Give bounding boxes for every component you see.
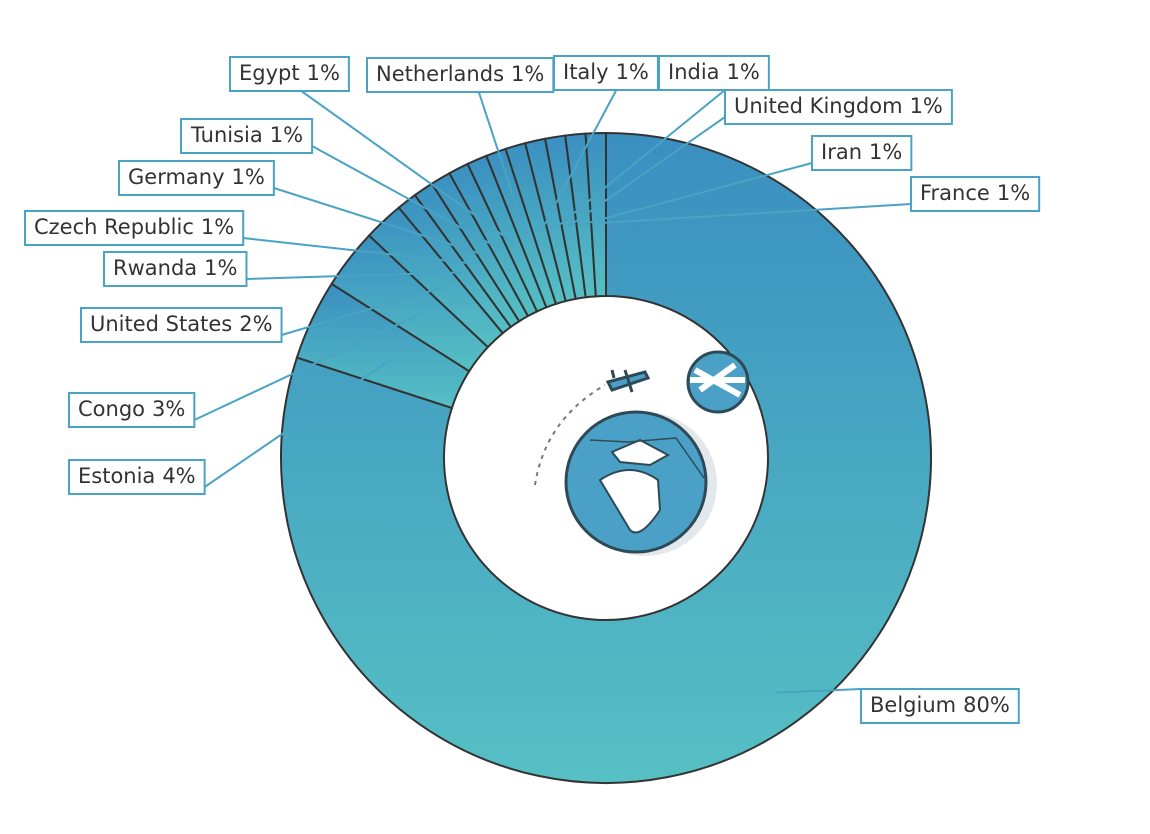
value-label: 1% <box>307 61 340 85</box>
category-name: Rwanda <box>113 256 197 280</box>
center-illustration <box>534 350 750 556</box>
label: Belgium 80% <box>860 688 1020 724</box>
label: France 1% <box>910 176 1041 212</box>
category-name: Italy <box>563 60 609 84</box>
value-label: 1% <box>232 165 265 189</box>
category-name: Germany <box>128 165 225 189</box>
route <box>589 437 705 479</box>
leader-line <box>311 145 500 250</box>
leader-line <box>243 237 475 265</box>
value-label: 1% <box>204 256 237 280</box>
category-name: Czech Republic <box>34 215 194 239</box>
label-box <box>229 56 350 92</box>
leader-line <box>554 89 726 230</box>
label-box <box>103 251 248 287</box>
value-label: 80% <box>963 693 1010 717</box>
category-name: Belgium <box>870 693 956 717</box>
plane <box>605 369 651 393</box>
label: Estonia 4% <box>68 459 206 495</box>
leader-line <box>598 203 912 225</box>
value-label: 1% <box>270 123 303 147</box>
small-globe-stripes <box>690 362 745 398</box>
value-label: 1% <box>616 60 649 84</box>
label-text: United Kingdom 1% <box>734 94 943 118</box>
leader-line <box>300 90 514 244</box>
leader-line <box>246 271 462 280</box>
label-box <box>180 118 314 154</box>
label-text: India 1% <box>668 60 760 84</box>
label-text: Estonia 4% <box>78 464 196 488</box>
value-label: 1% <box>910 94 943 118</box>
value-label: 1% <box>201 215 234 239</box>
category-name: Estonia <box>78 464 155 488</box>
continent <box>598 469 662 534</box>
label-text: Tunisia 1% <box>190 123 303 147</box>
label-text: Iran 1% <box>821 140 902 164</box>
label-box <box>553 55 659 91</box>
category-name: Egypt <box>239 61 300 85</box>
label-box <box>80 307 283 343</box>
label-box <box>658 55 770 91</box>
label: Netherlands 1% <box>366 57 555 93</box>
flight-path <box>534 384 606 486</box>
category-name: United States <box>90 312 232 336</box>
leader-line <box>776 688 862 694</box>
label: India 1% <box>658 55 770 91</box>
category-name: India <box>668 60 720 84</box>
leader-line <box>568 116 726 227</box>
label-text: Belgium 80% <box>870 693 1010 717</box>
label-box <box>860 688 1020 724</box>
leader-line <box>477 91 528 238</box>
value-label: 1% <box>727 60 760 84</box>
label-box <box>68 392 196 428</box>
label: United States 2% <box>80 307 283 343</box>
label: Rwanda 1% <box>103 251 248 287</box>
category-name: United Kingdom <box>734 94 903 118</box>
label: United Kingdom 1% <box>724 89 953 125</box>
label: Czech Republic 1% <box>24 210 245 246</box>
value-label: 4% <box>162 464 195 488</box>
label-text: Netherlands 1% <box>376 62 544 86</box>
value-label: 3% <box>152 397 185 421</box>
leader-line <box>281 285 446 336</box>
label-box <box>118 160 275 196</box>
category-name: France <box>920 181 990 205</box>
label-box <box>724 89 953 125</box>
label-text: France 1% <box>920 181 1030 205</box>
label-box <box>811 135 913 171</box>
label: Tunisia 1% <box>180 118 314 154</box>
leader-line <box>583 162 813 226</box>
value-label: 1% <box>511 62 544 86</box>
category-name: Congo <box>78 397 145 421</box>
category-name: Iran <box>821 140 862 164</box>
label-text: Czech Republic 1% <box>34 215 234 239</box>
label-text: Congo 3% <box>78 397 185 421</box>
label: Congo 3% <box>68 392 196 428</box>
leader-line <box>273 187 487 257</box>
label-box <box>24 210 245 246</box>
value-label: 1% <box>869 140 902 164</box>
labels: Belgium 80% Estonia 4% Congo 3% United States 2… <box>24 55 1041 724</box>
slice <box>280 131 932 784</box>
leader-line <box>204 357 394 488</box>
label: Iran 1% <box>811 135 913 171</box>
category-name: Netherlands <box>376 62 504 86</box>
label-text: United States 2% <box>90 312 273 336</box>
label: Italy 1% <box>553 55 659 91</box>
label-box <box>68 459 206 495</box>
label: Egypt 1% <box>229 56 350 92</box>
label: Germany 1% <box>118 160 275 196</box>
value-label: 1% <box>997 181 1030 205</box>
label-text: Egypt 1% <box>239 61 340 85</box>
category-name: Tunisia <box>190 123 263 147</box>
leader-line <box>539 89 618 233</box>
leader-line <box>193 313 421 421</box>
value-label: 2% <box>239 312 272 336</box>
slices <box>280 131 932 784</box>
label-text: Italy 1% <box>563 60 649 84</box>
label-text: Germany 1% <box>128 165 265 189</box>
label-text: Rwanda 1% <box>113 256 237 280</box>
label-box <box>910 176 1041 212</box>
